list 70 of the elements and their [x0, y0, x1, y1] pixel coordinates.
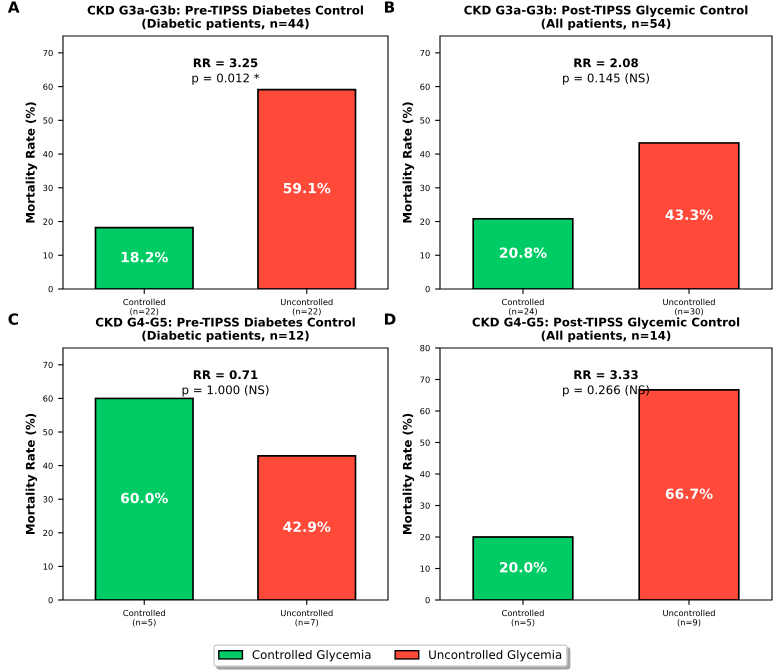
y-tick-label: 20	[43, 530, 53, 536]
y-tick-label: 20	[420, 534, 430, 540]
y-tick-label: 60	[420, 84, 430, 90]
x-tick-label: Uncontrolled (n=22)	[280, 298, 332, 316]
y-tick-label: 50	[420, 439, 430, 446]
annotation: p = 1.000 (NS)	[182, 385, 268, 397]
legend-label: Controlled Glycemia	[252, 650, 370, 662]
y-tick-label: 40	[420, 151, 430, 158]
y-tick-label: 30	[43, 496, 53, 502]
x-tick-label: Controlled (n=5)	[123, 610, 165, 626]
y-tick-label: 50	[43, 428, 53, 436]
y-tick-label: 50	[43, 117, 53, 124]
y-tick-label: 30	[420, 502, 430, 509]
chart-title: CKD G3a-G3b: Post-TIPSS Glycemic Control (All patients, n=54)	[464, 5, 748, 30]
y-tick-label: 20	[43, 218, 53, 225]
text: C	[8, 313, 18, 325]
data-label: 42.9%	[283, 521, 330, 532]
y-axis-title: Mortality Rate (%)	[26, 102, 38, 223]
y-tick-label: 30	[43, 184, 53, 192]
y-tick-label: 70	[420, 50, 430, 56]
annotation: p = 0.012 *	[192, 74, 260, 85]
y-tick-label: 40	[43, 151, 53, 158]
y-tick-label: 10	[420, 565, 430, 572]
chart-title: CKD G4-G5: Post-TIPSS Glycemic Control (All patients, n=14)	[472, 317, 740, 342]
y-tick-label: 50	[420, 117, 430, 124]
data-label: 43.3%	[666, 209, 713, 220]
annotation: p = 0.145 (NS)	[563, 73, 649, 85]
data-label: 60.0%	[121, 492, 168, 504]
y-tick-label: 0	[48, 286, 53, 292]
y-tick-label: 60	[43, 84, 53, 90]
y-tick-label: 60	[420, 408, 430, 414]
y-tick-label: 10	[420, 252, 430, 259]
data-label: 66.7%	[666, 488, 713, 499]
y-tick-label: 0	[48, 596, 53, 604]
y-tick-label: 70	[43, 362, 53, 368]
y-axis-title: Mortality Rate (%)	[402, 102, 414, 223]
text: B	[384, 1, 394, 13]
annotation: RR = 3.33	[574, 370, 638, 380]
x-tick-label: Uncontrolled (n=9)	[663, 610, 715, 626]
y-tick-label: 0	[426, 286, 430, 292]
data-label: 59.1%	[284, 182, 330, 194]
y-tick-label: 40	[420, 470, 430, 478]
y-axis-title: Mortality Rate (%)	[26, 414, 38, 534]
chart-title: CKD G3a-G3b: Pre-TIPSS Diabetes Control (Diabetic patients, n=44)	[88, 5, 363, 30]
y-tick-label: 70	[43, 50, 53, 56]
annotation: RR = 3.25	[194, 58, 258, 68]
data-label: 20.8%	[500, 247, 547, 258]
y-tick-label: 10	[44, 252, 53, 259]
legend-label: Uncontrolled Glycemia	[429, 650, 562, 662]
y-tick-label: 30	[420, 184, 430, 192]
y-tick-label: 20	[420, 218, 430, 225]
y-axis-title: Mortality Rate (%)	[402, 414, 414, 534]
x-tick-label: Controlled (n=5)	[502, 610, 544, 626]
data-label: 18.2%	[122, 252, 168, 262]
x-tick-label: Controlled (n=24)	[502, 298, 544, 316]
y-tick-label: 0	[426, 596, 430, 604]
y-tick-label: 70	[420, 376, 430, 383]
x-tick-label: Controlled (n=22)	[123, 298, 165, 316]
y-tick-label: 80	[420, 344, 430, 352]
x-tick-label: Uncontrolled (n=7)	[280, 610, 332, 626]
y-tick-label: 40	[43, 462, 53, 469]
y-tick-label: 60	[43, 395, 53, 402]
data-label: 20.0%	[500, 562, 547, 573]
chart-title: CKD G4-G5: Pre-TIPSS Diabetes Control (Diabetic patients, n=12)	[96, 317, 355, 342]
x-tick-label: Uncontrolled (n=30)	[663, 298, 715, 316]
text: A	[8, 1, 20, 13]
annotation: RR = 0.71	[194, 370, 258, 380]
text: D	[384, 314, 396, 325]
annotation: RR = 2.08	[574, 58, 638, 68]
y-tick-label: 10	[44, 563, 53, 570]
